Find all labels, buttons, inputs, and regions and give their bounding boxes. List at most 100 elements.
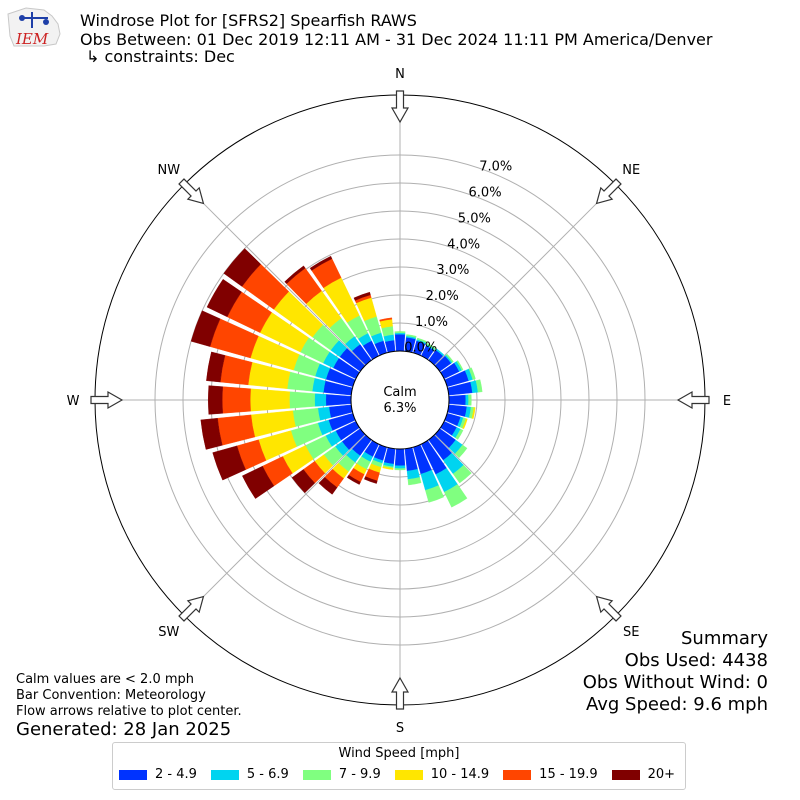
radial-tick-label: 1.0% <box>415 315 448 330</box>
compass-label: W <box>67 394 80 409</box>
legend-swatch <box>302 769 331 780</box>
radial-tick-label: 2.0% <box>426 289 459 304</box>
chart-constraints: ↳ constraints: Dec <box>86 47 235 66</box>
windrose-bar-segment <box>394 465 406 469</box>
calm-label: Calm <box>383 385 416 400</box>
summary-obs-without-wind: Obs Without Wind: 0 <box>582 672 768 693</box>
windrose-bar-segment <box>462 418 468 430</box>
windrose-bar-segment <box>364 476 378 484</box>
legend-swatch <box>119 769 147 780</box>
compass-label: S <box>396 721 404 736</box>
windrose-bar-segment <box>221 386 251 414</box>
calm-note: Calm values are < 2.0 mph <box>16 672 195 687</box>
windrose-bars <box>190 248 483 508</box>
legend-swatch <box>503 769 532 780</box>
windrose-bar-segment <box>190 310 221 347</box>
bar-convention-note: Bar Convention: Meteorology <box>16 688 206 703</box>
windrose-bar-segment <box>220 355 253 386</box>
windrose-bar-segment <box>394 448 406 467</box>
windrose-bar-segment <box>314 393 327 407</box>
windrose-bar-segment <box>217 414 256 446</box>
legend: Wind Speed [mph] 2 - 4.9 5 - 6.9 7 - 9.9… <box>112 742 686 790</box>
compass-arrow <box>178 595 205 622</box>
windrose-bar-segment <box>379 317 393 322</box>
windrose-bar-segment <box>471 407 476 419</box>
windrose-bar-segment <box>468 367 476 380</box>
compass-arrow <box>390 90 410 124</box>
windrose-bar-segment <box>416 337 427 343</box>
grid-spoke <box>434 434 617 617</box>
windrose-bar-segment <box>309 255 333 271</box>
compass-label: N <box>395 67 405 82</box>
windrose-bar-segment <box>435 348 445 357</box>
compass-arrows <box>90 90 710 710</box>
legend-swatch <box>210 769 239 780</box>
legend-item: 15 - 19.9 <box>503 767 598 782</box>
windrose-bar-segment <box>206 279 242 318</box>
windrose-bar-segment <box>406 334 417 338</box>
legend-label: 20+ <box>647 767 676 782</box>
compass-arrow <box>595 595 622 622</box>
compass-label: SE <box>623 625 639 640</box>
windrose-bar-segment <box>208 385 223 415</box>
legend-label: 10 - 14.9 <box>430 767 490 782</box>
windrose-bar-segment <box>468 394 472 406</box>
windrose-bar-segment <box>206 351 226 383</box>
chart-subtitle: Obs Between: 01 Dec 2019 12:11 AM - 31 D… <box>80 30 713 49</box>
grid-spoke <box>434 183 617 366</box>
windrose-bar-segment <box>475 379 483 393</box>
calm-value: 6.3% <box>383 401 416 416</box>
windrose-bar-segment <box>289 391 316 409</box>
radial-tick-label: 7.0% <box>479 160 512 175</box>
windrose-bar-segment <box>318 476 338 495</box>
summary-title: Summary <box>681 628 768 649</box>
compass-arrow <box>90 390 124 410</box>
chart-title: Windrose Plot for [SFRS2] Spearfish RAWS <box>80 11 417 30</box>
compass-label: E <box>723 394 731 409</box>
compass-label: NW <box>157 163 180 178</box>
windrose-bar-segment <box>426 342 436 350</box>
compass-label: NE <box>622 163 640 178</box>
radial-tick-label: 4.0% <box>447 237 480 252</box>
windrose-bar-segment <box>242 465 275 499</box>
windrose-bar-segment <box>465 394 469 406</box>
windrose-bar-segment <box>223 248 262 287</box>
radial-tick-label: 6.0% <box>469 186 502 201</box>
grid-spoke <box>183 183 366 366</box>
windrose-bar-segment <box>445 353 454 363</box>
calm-circle <box>350 350 450 450</box>
windrose-bar-segment <box>444 484 468 508</box>
legend-items: 2 - 4.9 5 - 6.9 7 - 9.9 10 - 14.9 15 - 1… <box>119 767 675 782</box>
legend-label: 7 - 9.9 <box>338 767 381 782</box>
windrose-bar-segment <box>291 469 316 494</box>
windrose-bar-segment <box>317 406 332 421</box>
legend-item: 10 - 14.9 <box>394 767 490 782</box>
windrose-bar-segment <box>425 485 445 503</box>
radial-tick-label: 0.0% <box>404 341 437 356</box>
generated-date: Generated: 28 Jan 2025 <box>16 719 232 740</box>
legend-title: Wind Speed [mph] <box>338 746 460 761</box>
windrose-bar-segment <box>325 394 352 406</box>
windrose-bar-segment <box>456 360 464 371</box>
compass-arrow <box>595 178 622 205</box>
iem-logo: IEM <box>7 7 61 48</box>
legend-label: 5 - 6.9 <box>246 767 289 782</box>
windrose-bar-segment <box>455 428 464 440</box>
windrose-bar-segment <box>394 468 406 471</box>
windrose-bar-segment <box>353 291 371 301</box>
legend-item: 7 - 9.9 <box>302 767 381 782</box>
windrose-bar-segment <box>407 477 422 486</box>
legend-label: 2 - 4.9 <box>155 767 197 782</box>
summary-avg-speed: Avg Speed: 9.6 mph <box>586 694 768 715</box>
windrose-bar-segment <box>200 417 223 450</box>
windrose-bar-segment <box>384 339 396 353</box>
compass-arrow <box>178 178 205 205</box>
windrose-bar-segment <box>284 265 306 285</box>
radial-tick-label: 3.0% <box>436 263 469 278</box>
grid-spoke <box>183 434 366 617</box>
iem-logo-text: IEM <box>15 30 49 48</box>
compass-labels: N NE E SE S SW W NW <box>67 67 732 736</box>
windrose-bar-segment <box>212 445 246 481</box>
windrose-bar-segment <box>382 466 394 470</box>
